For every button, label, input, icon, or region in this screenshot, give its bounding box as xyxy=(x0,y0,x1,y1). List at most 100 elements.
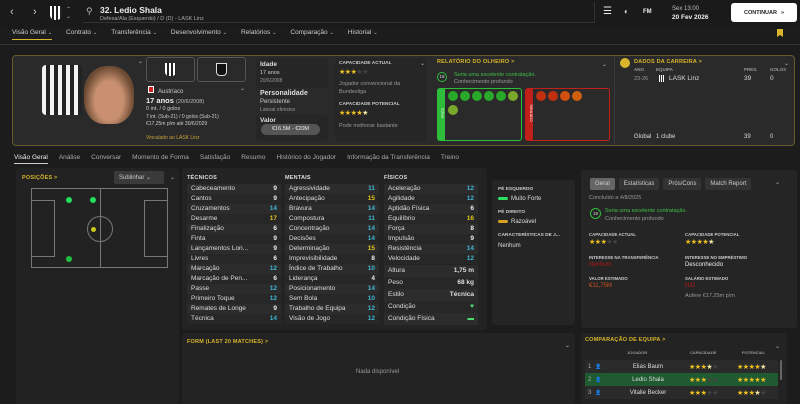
attribute-row[interactable]: Liderança 4 xyxy=(285,274,379,284)
form-link[interactable]: FORM (LAST 20 MATCHES) > xyxy=(187,339,269,345)
attribute-row[interactable]: Finta 9 xyxy=(187,234,281,244)
con-attribute-icon[interactable] xyxy=(548,91,558,101)
attribute-row[interactable]: Técnica 14 xyxy=(187,314,281,324)
nation-badge-button[interactable] xyxy=(197,57,246,82)
pro-attribute-icon[interactable] xyxy=(460,91,470,101)
back-arrow-icon[interactable]: ‹ xyxy=(10,6,14,18)
scout-report-link[interactable]: RELATÓRIO DO OLHEIRO > xyxy=(437,59,515,65)
report-tab[interactable]: Geral xyxy=(590,178,615,190)
sub-tab[interactable]: Conversar xyxy=(91,154,122,161)
attribute-row[interactable]: Trabalho de Equipa 12 xyxy=(285,304,379,314)
con-attribute-icon[interactable] xyxy=(536,91,546,101)
attribute-row[interactable]: Determinação 15 xyxy=(285,244,379,254)
attribute-row[interactable]: Imprevisibilidade 8 xyxy=(285,254,379,264)
chevron-down-icon[interactable]: ⌄ xyxy=(602,62,608,68)
comparison-row[interactable]: 1 👤 Elias Baum ★★★★★ ★★★★★ xyxy=(585,360,778,373)
con-attribute-icon[interactable] xyxy=(560,91,570,101)
main-tab[interactable]: Comparação ⌄ xyxy=(290,29,333,40)
attribute-row[interactable]: Livres 6 xyxy=(187,254,281,264)
con-attribute-icon[interactable] xyxy=(572,91,582,101)
attribute-row[interactable]: Sem Bola 10 xyxy=(285,294,379,304)
main-tab[interactable]: Relatórios ⌄ xyxy=(241,29,276,40)
main-tab[interactable]: Historial ⌄ xyxy=(348,29,378,40)
comparison-link[interactable]: COMPARAÇÃO DE EQUIPA > xyxy=(585,337,666,343)
main-tab[interactable]: Desenvolvimento ⌄ xyxy=(171,29,227,40)
main-tab[interactable]: Transferência ⌄ xyxy=(111,29,157,40)
attribute-row[interactable]: Marcação de Pen... 6 xyxy=(187,274,281,284)
club-badge-icon[interactable] xyxy=(50,6,62,20)
attribute-row[interactable]: Aceleração 12 xyxy=(384,184,478,194)
chevron-down-icon[interactable]: ⌄ xyxy=(784,61,790,67)
pro-attribute-icon[interactable] xyxy=(508,91,518,101)
forward-arrow-icon[interactable]: › xyxy=(33,6,37,18)
attribute-row[interactable]: Marcação 12 xyxy=(187,264,281,274)
main-tab[interactable]: Visão Geral ⌄ xyxy=(12,29,53,40)
attribute-row[interactable]: Índice de Trabalho 10 xyxy=(285,264,379,274)
attribute-row[interactable]: Antecipação 15 xyxy=(285,194,379,204)
attribute-row[interactable]: Cantos 9 xyxy=(187,194,281,204)
main-tab[interactable]: Contrato ⌄ xyxy=(66,29,97,40)
club-badge-button[interactable] xyxy=(146,57,195,82)
chevron-down-icon[interactable]: ⌄ xyxy=(240,86,246,92)
attribute-row[interactable]: Cruzamentos 14 xyxy=(187,204,281,214)
attribute-row[interactable]: Concentração 14 xyxy=(285,224,379,234)
attribute-row[interactable]: Remates de Longe 9 xyxy=(187,304,281,314)
pro-attribute-icon[interactable] xyxy=(472,91,482,101)
attribute-row[interactable]: Finalização 6 xyxy=(187,224,281,234)
continue-button[interactable]: CONTINUAR» xyxy=(731,3,797,22)
report-tab[interactable]: Estatísticas xyxy=(618,178,660,190)
report-tab[interactable]: Prós/Cons xyxy=(663,178,702,190)
attribute-row[interactable]: Bravura 14 xyxy=(285,204,379,214)
career-team[interactable]: LASK Linz xyxy=(669,75,700,82)
chevron-down-icon[interactable]: ⌄ xyxy=(775,180,781,186)
attribute-row[interactable]: Velocidade 12 xyxy=(384,254,478,264)
contract-club-link[interactable]: Vinculado ao LASK Linz xyxy=(146,135,200,141)
chevron-down-icon[interactable]: ⌄ xyxy=(565,343,571,349)
chevron-down-icon[interactable]: ⌄ xyxy=(420,61,426,67)
attribute-row[interactable]: Posicionamento 14 xyxy=(285,284,379,294)
sub-tab[interactable]: Satisfação xyxy=(199,154,231,161)
pro-attribute-icon[interactable] xyxy=(484,91,494,101)
switch-chevron-icon[interactable]: ⌃ ⌄ xyxy=(66,7,72,20)
attribute-row[interactable]: Lançamentos Lon... 9 xyxy=(187,244,281,254)
chevron-down-icon[interactable]: ⌄ xyxy=(775,344,781,350)
attribute-row[interactable]: Compostura 11 xyxy=(285,214,379,224)
sub-tab[interactable]: Momento de Forma xyxy=(132,154,189,161)
pro-attribute-icon[interactable] xyxy=(496,91,506,101)
bookmark-icon[interactable] xyxy=(777,29,783,37)
attribute-row[interactable]: Agressividade 11 xyxy=(285,184,379,194)
pro-attribute-icon[interactable] xyxy=(448,105,458,115)
career-link[interactable]: DADOS DA CARREIRA > xyxy=(634,59,703,65)
sub-tab[interactable]: Resumo xyxy=(241,154,266,161)
chevron-down-icon[interactable]: ⌄ xyxy=(170,175,176,181)
pro-attribute-icon[interactable] xyxy=(448,91,458,101)
scrollbar[interactable] xyxy=(780,360,782,380)
attribute-row[interactable]: Visão de Jogo 12 xyxy=(285,314,379,324)
positions-link[interactable]: POSIÇÕES > xyxy=(22,175,58,181)
sub-tab[interactable]: Visão Geral xyxy=(14,154,48,164)
comparison-row[interactable]: 3 👤 Vitalie Becker ★★★★★ ★★★★★ xyxy=(585,386,778,399)
attribute-row[interactable]: Resistência 14 xyxy=(384,244,478,254)
chevron-down-icon[interactable]: ⌄ xyxy=(138,59,144,65)
highlight-dropdown[interactable]: Sublinhar ⌄ xyxy=(114,171,164,184)
attribute-row[interactable]: Primeiro Toque 12 xyxy=(187,294,281,304)
menu-icon[interactable]: ☰ xyxy=(603,6,612,17)
attribute-row[interactable]: Cabeceamento 9 xyxy=(187,184,281,194)
attribute-row[interactable]: Passe 12 xyxy=(187,284,281,294)
attribute-row[interactable]: Equilíbrio 16 xyxy=(384,214,478,224)
fm-icon[interactable]: FM xyxy=(643,9,652,15)
comparison-row[interactable]: 2 👤 Ledio Shala ★★★★★ ★★★★★ xyxy=(585,373,778,386)
attribute-row[interactable]: Força 8 xyxy=(384,224,478,234)
attribute-row[interactable]: Decisões 14 xyxy=(285,234,379,244)
sub-tab[interactable]: Histórico do Jogador xyxy=(276,154,337,161)
attribute-row[interactable]: Impulsão 9 xyxy=(384,234,478,244)
attribute-row[interactable]: Agilidade 12 xyxy=(384,194,478,204)
report-tab[interactable]: Match Report xyxy=(705,178,752,190)
attribute-row[interactable]: Aptidão Física 6 xyxy=(384,204,478,214)
search-icon[interactable]: ⚲ xyxy=(86,6,93,16)
sub-tab[interactable]: Treino xyxy=(440,154,460,161)
sub-tab[interactable]: Análise xyxy=(58,154,81,161)
sub-tab[interactable]: Informação da Transferência xyxy=(347,154,430,161)
search-bar[interactable] xyxy=(83,2,595,23)
attribute-row[interactable]: Desarme 17 xyxy=(187,214,281,224)
